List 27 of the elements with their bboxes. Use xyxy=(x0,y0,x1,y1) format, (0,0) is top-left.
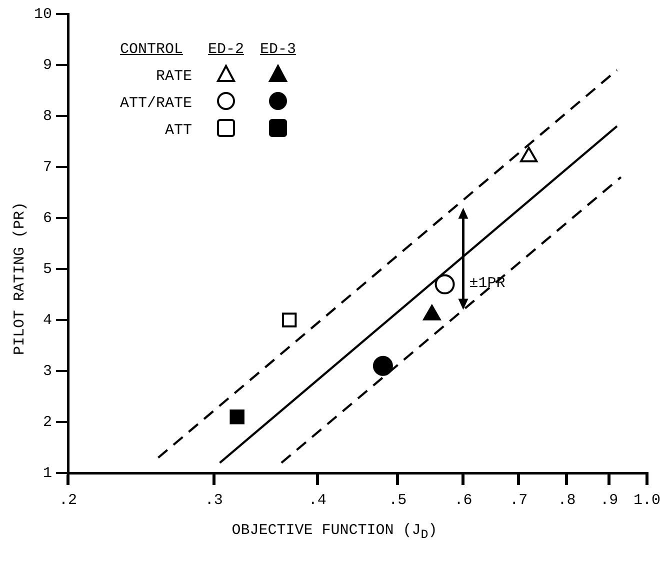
x-tick-label: .3 xyxy=(204,492,223,509)
y-axis-title: PILOT RATING (PR) xyxy=(12,200,28,358)
y-tick-label: 6 xyxy=(42,210,52,227)
y-tick-label: 5 xyxy=(42,260,52,278)
x-tick-label: .4 xyxy=(308,492,326,509)
y-tick-label: 9 xyxy=(42,56,52,74)
x-tick-label: .9 xyxy=(600,492,618,509)
annotation: ED-2 xyxy=(207,40,246,60)
legend-label: RATE xyxy=(155,67,194,87)
legend-title: CONTROL xyxy=(119,40,184,60)
y-tick-label: 10 xyxy=(34,6,52,23)
y-tick-label: 8 xyxy=(42,108,52,125)
x-tick-label: .8 xyxy=(558,492,576,509)
legend-label: ATT/RATE xyxy=(119,94,194,114)
x-tick-label: .2 xyxy=(58,492,78,509)
y-tick-label: 2 xyxy=(42,414,52,431)
x-tick-label: .7 xyxy=(510,492,528,509)
x-axis-title: OBJECTIVE FUNCTION (J$_{D}$) xyxy=(230,522,438,542)
annotation: ED-3 xyxy=(259,40,298,60)
y-tick-label: 3 xyxy=(42,362,52,380)
x-tick-label: .6 xyxy=(454,492,472,509)
legend-label: ATT xyxy=(164,121,194,141)
y-tick-label: 7 xyxy=(42,158,52,176)
y-tick-label: 4 xyxy=(42,312,52,329)
x-tick-label: 1.0 xyxy=(633,492,661,509)
y-tick-label: 1 xyxy=(42,464,52,482)
x-tick-label: .5 xyxy=(388,492,407,509)
